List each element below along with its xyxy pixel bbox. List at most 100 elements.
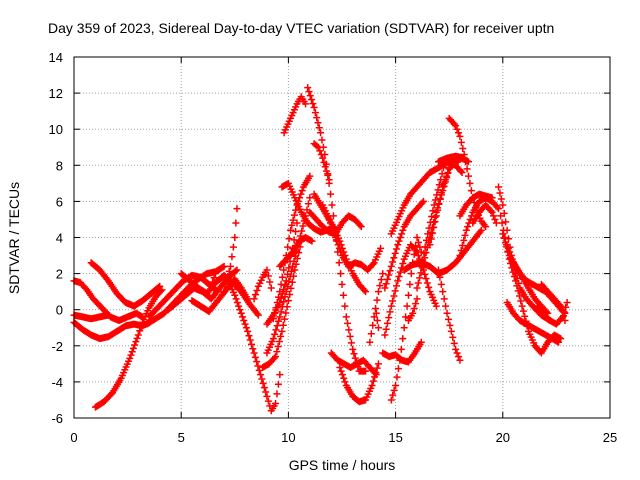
data-point [290,236,298,244]
data-point [225,267,233,275]
data-point [487,207,495,215]
data-point [391,287,399,295]
data-point [558,314,566,322]
data-point [284,270,292,278]
data-point [332,234,340,241]
data-point [431,218,439,226]
data-point [379,270,387,278]
data-point [423,279,431,287]
data-point [419,197,427,205]
data-point [207,282,215,290]
series-trace [366,270,387,346]
data-point [336,363,344,371]
data-point [344,319,352,327]
data-point [327,190,335,198]
data-point [278,273,286,281]
data-point [416,274,424,282]
series-trace [276,234,316,270]
data-point [457,167,465,175]
data-point [333,237,341,245]
data-point [462,158,470,166]
data-point [308,96,316,104]
data-point [287,267,295,275]
data-point [285,264,293,272]
series-trace [445,114,490,231]
series-trace [469,201,500,227]
data-point [394,241,402,249]
data-point [329,226,337,234]
data-point [389,258,397,266]
data-point [519,307,527,315]
data-point [442,302,450,310]
data-point [432,302,440,310]
data-point [499,201,507,209]
data-point [284,243,292,251]
data-point [390,254,398,262]
data-point [450,120,458,128]
y-tick-label: 8 [56,158,63,173]
data-point [464,172,472,180]
data-point [435,200,443,208]
data-point [237,309,245,317]
data-point [458,169,466,177]
data-point [241,320,249,328]
data-point [321,163,329,171]
series-trace [537,280,569,325]
series-trace [310,190,370,296]
data-point [244,327,252,335]
data-point [287,226,295,234]
data-point [421,243,429,251]
y-tick-label: -6 [51,411,63,426]
data-point [266,278,274,286]
data-point [318,136,326,144]
data-point [482,223,490,231]
data-point [280,266,288,274]
data-point [392,245,400,253]
data-point [444,315,452,323]
data-point [559,313,567,321]
data-point [457,246,465,254]
y-tick-label: 12 [49,86,63,101]
data-point [373,296,381,304]
data-point [328,223,336,231]
data-point [476,228,484,236]
data-point [235,302,243,310]
data-point [341,302,349,310]
data-point [391,249,399,257]
data-point [306,92,314,100]
data-point [263,266,271,274]
data-point [383,319,391,327]
data-point [314,143,322,151]
data-point [210,274,218,282]
series-trace [70,277,147,325]
y-tick-label: -4 [51,375,63,390]
data-point [245,332,253,340]
data-point [386,267,394,275]
data-point [244,295,252,303]
axis-ticks: 0 5 10 15 20 25 -6 -4 -2 0 2 4 6 8 10 12 14 [49,50,618,445]
data-point [250,349,258,357]
series-trace [70,318,153,343]
data-point [278,327,286,335]
data-point [131,341,139,349]
data-point [360,286,368,294]
data-point [325,176,333,184]
data-point [351,354,359,362]
data-point [376,282,384,290]
data-point [555,301,563,309]
series-trace [91,286,166,411]
data-point [439,183,447,191]
data-point [426,241,434,249]
data-point [285,235,293,243]
data-point [504,244,512,252]
data-point [269,335,277,343]
data-point [456,356,464,364]
data-point [227,262,235,270]
data-point [242,324,250,332]
data-point [560,308,568,316]
data-point [370,313,378,321]
data-point [498,219,506,227]
data-point [368,382,376,390]
x-tick-label: 10 [281,430,295,445]
data-point [394,277,402,285]
